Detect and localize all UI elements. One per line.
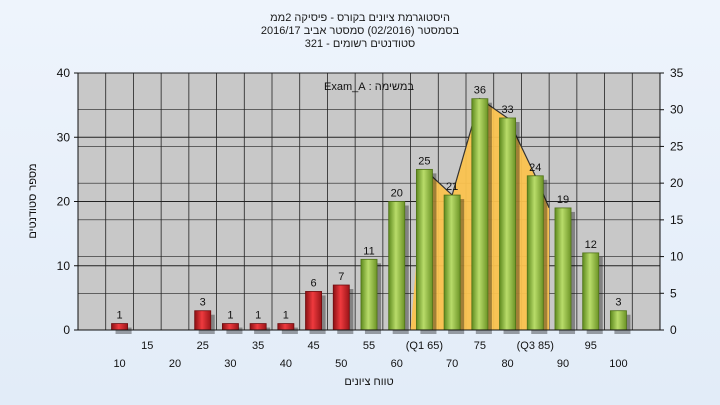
value-label-90: 19: [557, 194, 569, 206]
x-tick-label-lower-10: 10: [113, 358, 125, 370]
bar-35: [249, 323, 267, 331]
bars: [111, 98, 631, 334]
bar-50: [332, 284, 350, 331]
value-label-45: 6: [311, 277, 317, 289]
y-right-tick-label-25: 25: [670, 139, 684, 153]
x-tick-label-upper-45: 45: [307, 340, 319, 352]
y-right-tick-label-0: 0: [670, 323, 677, 337]
x-tick-label-upper-95: 95: [585, 340, 597, 352]
value-label-80: 33: [501, 104, 513, 116]
y-right-tick-label-10: 10: [670, 250, 684, 264]
y-tick-label-0: 0: [63, 323, 70, 337]
x-tick-label-upper-15: 15: [141, 340, 153, 352]
y-tick-label-30: 30: [57, 130, 71, 144]
bar-95: [582, 252, 600, 331]
bar-85: [526, 175, 544, 331]
value-label-30: 1: [227, 310, 233, 322]
x-tick-label-upper-85: (Q3 85): [517, 340, 554, 352]
y-right-tick-label-30: 30: [670, 103, 684, 117]
value-label-40: 1: [283, 310, 289, 322]
value-label-55: 11: [363, 245, 374, 257]
x-tick-label-lower-50: 50: [335, 358, 347, 370]
y-tick-label-40: 40: [57, 66, 71, 80]
value-label-35: 1: [255, 310, 261, 322]
x-axis-title: טווח ציונים: [344, 376, 393, 388]
x-tick-label-upper-65: (Q1 65): [406, 340, 443, 352]
x-tick-label-lower-30: 30: [224, 358, 236, 370]
bar-60: [388, 201, 406, 331]
value-label-95: 12: [585, 239, 597, 251]
value-label-60: 20: [391, 188, 403, 200]
axes: 0 10 20 30 40 0 5 10 15 20 25 30 35 15 25 35 45 55 (Q1 65)…: [57, 66, 684, 370]
bar-100: [609, 310, 627, 331]
x-tick-label-upper-35: 35: [252, 340, 264, 352]
bar-70: [443, 194, 461, 331]
value-label-65: 25: [418, 155, 430, 167]
y-right-tick-label-20: 20: [670, 176, 684, 190]
bar-45: [305, 291, 323, 331]
bar-25: [194, 310, 212, 331]
bar-65: [415, 168, 433, 331]
y-tick-label-20: 20: [57, 195, 71, 209]
x-tick-label-lower-40: 40: [280, 358, 292, 370]
value-label-75: 36: [474, 85, 486, 97]
bar-55: [360, 258, 378, 331]
value-label-10: 1: [117, 310, 123, 322]
y-tick-label-10: 10: [57, 259, 71, 273]
task-annotation: במשימה : Exam_A: [324, 81, 414, 93]
bar-75: [471, 98, 489, 331]
x-tick-label-lower-60: 60: [391, 358, 403, 370]
x-tick-label-lower-90: 90: [557, 358, 569, 370]
bar-shadow-10: [115, 327, 132, 334]
value-label-25: 3: [200, 297, 206, 309]
value-label-100: 3: [615, 297, 621, 309]
bar-shadow-30: [226, 327, 243, 334]
chart-title-line-2: בסמסטר (02/2016) סמסטר אביב 2016/17: [260, 25, 460, 37]
y-axis-title: מספר סטודנטים: [27, 163, 39, 238]
y-right-tick-label-15: 15: [670, 213, 684, 227]
value-label-50: 7: [338, 271, 344, 283]
bar-10: [111, 323, 129, 331]
y-right-tick-label-35: 35: [670, 66, 684, 80]
bar-30: [221, 323, 239, 331]
x-tick-label-upper-25: 25: [197, 340, 209, 352]
bar-90: [554, 207, 572, 331]
x-tick-label-lower-100: 100: [609, 358, 627, 370]
chart-title-line-3: סטודנטים רשומים - 321: [304, 38, 416, 50]
bar-shadow-40: [281, 327, 298, 334]
bar-shadow-35: [254, 327, 271, 334]
x-tick-label-upper-55: 55: [363, 340, 375, 352]
y-right-tick-label-5: 5: [670, 286, 677, 300]
value-label-85: 24: [529, 162, 541, 174]
bar-40: [277, 323, 295, 331]
x-tick-label-upper-75: 75: [474, 340, 486, 352]
bar-80: [499, 117, 517, 331]
x-tick-label-lower-20: 20: [169, 358, 181, 370]
chart-title-line-1: היסטוגרמת ציונים בקורס - פיסיקה 2ממ: [270, 12, 450, 24]
x-tick-label-lower-80: 80: [501, 358, 513, 370]
value-label-70: 21: [446, 181, 458, 193]
x-tick-label-lower-70: 70: [446, 358, 458, 370]
